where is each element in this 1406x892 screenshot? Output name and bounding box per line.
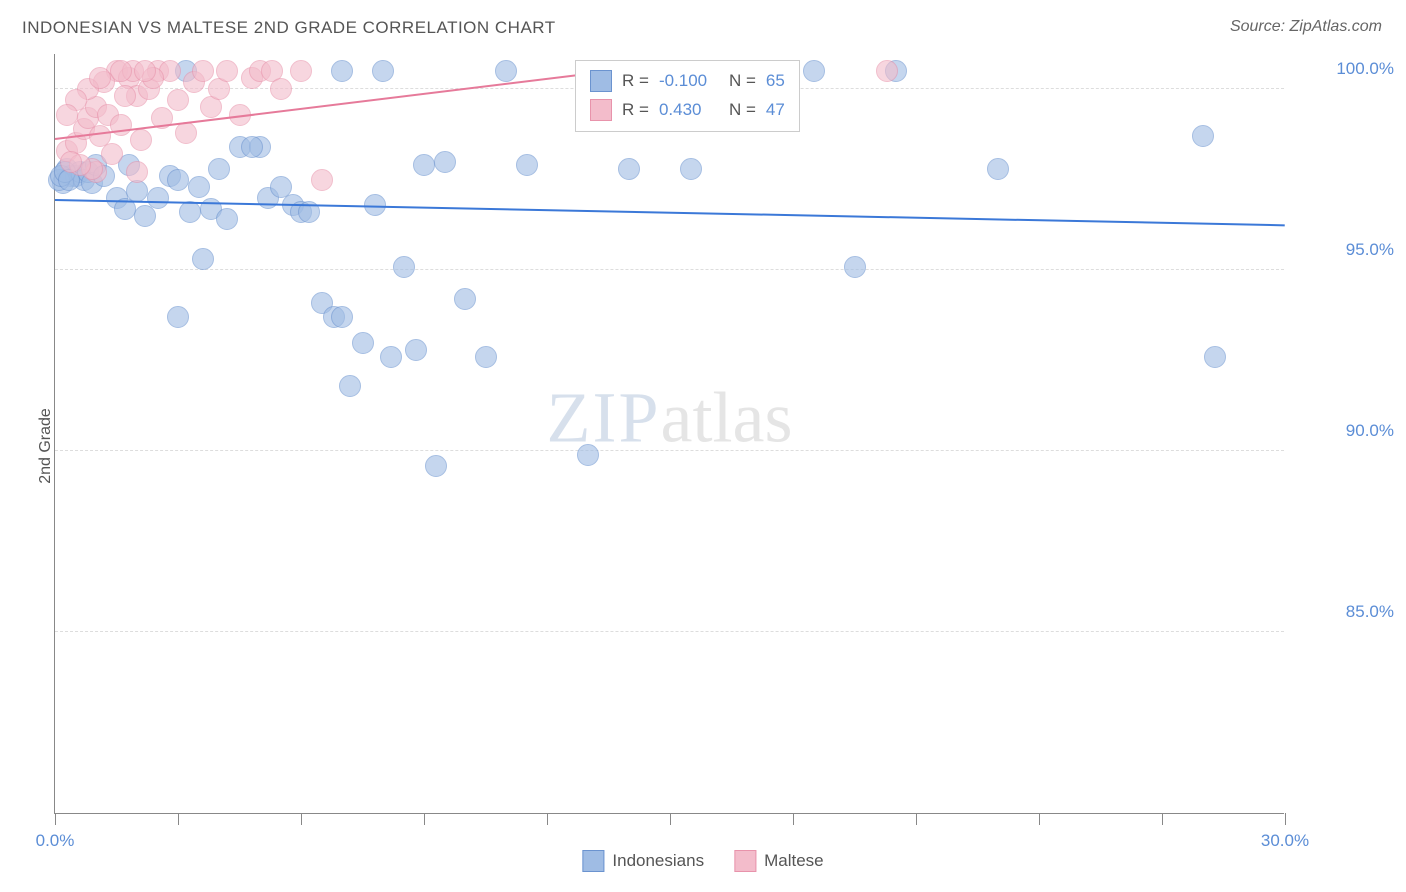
data-point xyxy=(876,60,898,82)
ytick-label: 100.0% xyxy=(1294,59,1394,79)
data-point xyxy=(454,288,476,310)
xtick xyxy=(547,813,548,825)
stats-swatch xyxy=(590,70,612,92)
stats-legend: R = -0.100 N = 65 R = 0.430 N = 47 xyxy=(575,60,800,132)
xtick xyxy=(178,813,179,825)
data-point xyxy=(147,187,169,209)
data-point xyxy=(208,158,230,180)
xtick xyxy=(1162,813,1163,825)
watermark-atlas: atlas xyxy=(661,378,793,458)
data-point xyxy=(167,169,189,191)
trend-line xyxy=(55,199,1285,226)
xtick xyxy=(55,813,56,825)
data-point xyxy=(1204,346,1226,368)
n-label: N = xyxy=(729,67,756,96)
data-point xyxy=(1192,125,1214,147)
xtick xyxy=(793,813,794,825)
legend-swatch-indonesians xyxy=(582,850,604,872)
r-label: R = xyxy=(622,96,649,125)
data-point xyxy=(175,122,197,144)
data-point xyxy=(311,169,333,191)
data-point xyxy=(680,158,702,180)
data-point xyxy=(60,151,82,173)
data-point xyxy=(89,67,111,89)
data-point xyxy=(339,375,361,397)
data-point xyxy=(114,85,136,107)
legend-bottom: Indonesians Maltese xyxy=(582,850,823,872)
ytick-label: 95.0% xyxy=(1294,240,1394,260)
data-point xyxy=(577,444,599,466)
xtick xyxy=(670,813,671,825)
ytick-label: 90.0% xyxy=(1294,421,1394,441)
ytick-label: 85.0% xyxy=(1294,602,1394,622)
legend-swatch-maltese xyxy=(734,850,756,872)
legend-label-indonesians: Indonesians xyxy=(612,851,704,871)
data-point xyxy=(56,104,78,126)
data-point xyxy=(167,89,189,111)
data-point xyxy=(130,129,152,151)
data-point xyxy=(475,346,497,368)
n-value: 47 xyxy=(766,96,785,125)
data-point xyxy=(216,60,238,82)
legend-item-indonesians: Indonesians xyxy=(582,850,704,872)
data-point xyxy=(372,60,394,82)
data-point xyxy=(270,78,292,100)
n-value: 65 xyxy=(766,67,785,96)
gridline xyxy=(55,631,1284,632)
data-point xyxy=(192,60,214,82)
data-point xyxy=(413,154,435,176)
data-point xyxy=(167,306,189,328)
data-point xyxy=(844,256,866,278)
data-point xyxy=(434,151,456,173)
data-point xyxy=(110,60,132,82)
gridline xyxy=(55,450,1284,451)
data-point xyxy=(192,248,214,270)
data-point xyxy=(331,306,353,328)
data-point xyxy=(179,201,201,223)
chart-title: INDONESIAN VS MALTESE 2ND GRADE CORRELAT… xyxy=(22,18,556,38)
watermark-zip: ZIP xyxy=(547,378,661,458)
xtick-label: 30.0% xyxy=(1261,831,1309,851)
data-point xyxy=(516,154,538,176)
data-point xyxy=(216,208,238,230)
data-point xyxy=(126,161,148,183)
stats-row: R = -0.100 N = 65 xyxy=(590,67,785,96)
stats-row: R = 0.430 N = 47 xyxy=(590,96,785,125)
data-point xyxy=(241,136,263,158)
stats-swatch xyxy=(590,99,612,121)
xtick xyxy=(301,813,302,825)
data-point xyxy=(188,176,210,198)
legend-item-maltese: Maltese xyxy=(734,850,824,872)
data-point xyxy=(393,256,415,278)
xtick xyxy=(1285,813,1286,825)
gridline xyxy=(55,269,1284,270)
data-point xyxy=(101,143,123,165)
r-label: R = xyxy=(622,67,649,96)
data-point xyxy=(987,158,1009,180)
data-point xyxy=(425,455,447,477)
data-point xyxy=(331,60,353,82)
r-value: 0.430 xyxy=(659,96,719,125)
data-point xyxy=(380,346,402,368)
data-point xyxy=(110,114,132,136)
data-point xyxy=(352,332,374,354)
r-value: -0.100 xyxy=(659,67,719,96)
xtick-label: 0.0% xyxy=(36,831,75,851)
xtick xyxy=(916,813,917,825)
data-point xyxy=(290,60,312,82)
xtick xyxy=(1039,813,1040,825)
data-point xyxy=(495,60,517,82)
y-axis-label: 2nd Grade xyxy=(37,408,55,484)
source-label: Source: ZipAtlas.com xyxy=(1230,18,1382,36)
data-point xyxy=(405,339,427,361)
legend-label-maltese: Maltese xyxy=(764,851,824,871)
data-point xyxy=(803,60,825,82)
n-label: N = xyxy=(729,96,756,125)
data-point xyxy=(134,60,156,82)
plot-area: ZIPatlas 85.0%90.0%95.0%100.0%0.0%30.0%R… xyxy=(54,54,1284,814)
data-point xyxy=(618,158,640,180)
data-point xyxy=(134,205,156,227)
xtick xyxy=(424,813,425,825)
